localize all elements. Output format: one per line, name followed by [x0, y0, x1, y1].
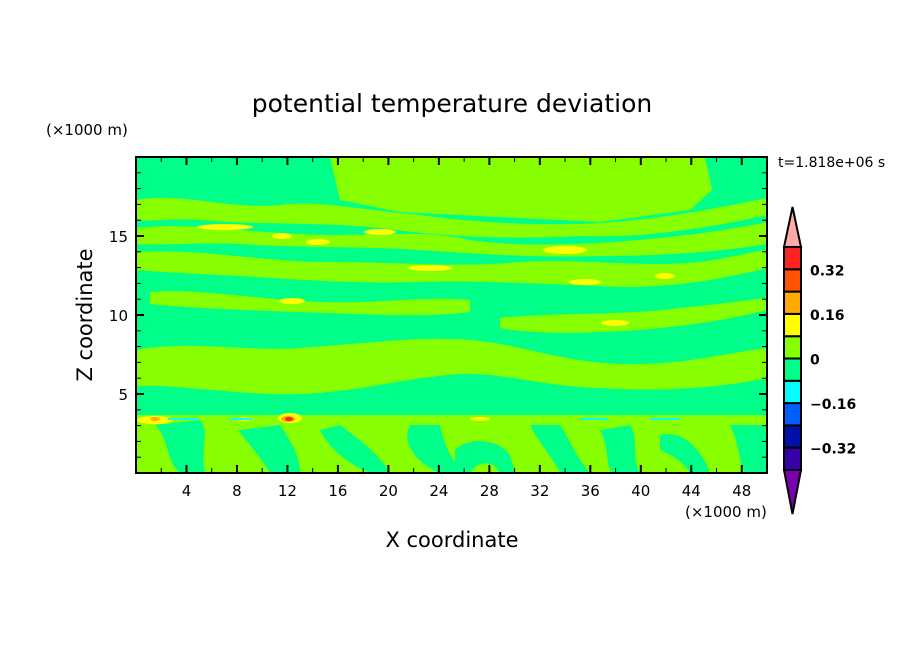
x-unit-label: (×1000 m): [685, 503, 767, 521]
x-tick-label: 28: [480, 482, 499, 500]
y-tick-label: 15: [109, 228, 128, 246]
x-tick-label: 40: [631, 482, 650, 500]
colorbar-label: 0.16: [810, 308, 845, 324]
colorbar-swatch: [783, 402, 802, 427]
colorbar-swatch: [783, 446, 802, 472]
colorbar: 0.32 0.16 0 −0.16 −0.32: [782, 206, 856, 515]
x-tick-label: 36: [581, 482, 600, 500]
x-tick-label: 24: [429, 482, 448, 500]
x-tick-label: 8: [232, 482, 242, 500]
time-label: t=1.818e+06 s: [778, 155, 885, 171]
y-unit-label: (×1000 m): [46, 121, 128, 139]
x-tick-label: 20: [379, 482, 398, 500]
contour-region-bottom-negative-columns: [155, 420, 767, 473]
x-tick-label: 12: [278, 482, 297, 500]
colorbar-label: −0.16: [810, 397, 856, 413]
y-axis-label: Z coordinate: [73, 248, 97, 381]
y-tick-label: 5: [118, 386, 128, 404]
colorbar-label: −0.32: [810, 442, 856, 458]
colorbar-label: 0.32: [810, 263, 845, 279]
colorbar-swatch: [783, 357, 802, 382]
x-axis-label: X coordinate: [385, 528, 518, 552]
chart-title: potential temperature deviation: [252, 89, 652, 118]
colorbar-swatch: [783, 335, 802, 360]
colorbar-swatch: [783, 246, 802, 271]
colorbar-label: 0: [810, 353, 820, 369]
colorbar-swatch: [783, 379, 802, 405]
x-tick-label: 44: [682, 482, 701, 500]
contour-region-high: [150, 416, 295, 422]
colorbar-under-triangle: [782, 469, 803, 515]
x-tick-label: 32: [530, 482, 549, 500]
colorbar-over-triangle: [782, 206, 803, 248]
x-tick-label: 48: [732, 482, 751, 500]
x-tick-label: 16: [328, 482, 347, 500]
colorbar-swatch: [783, 312, 802, 338]
contour-field: [136, 157, 767, 473]
colorbar-swatch: [783, 268, 802, 293]
colorbar-swatch: [783, 290, 802, 315]
y-tick-label: 10: [109, 307, 128, 325]
x-tick-label: 4: [182, 482, 192, 500]
colorbar-swatch: [783, 424, 802, 449]
contour-region-negative: [168, 418, 680, 420]
